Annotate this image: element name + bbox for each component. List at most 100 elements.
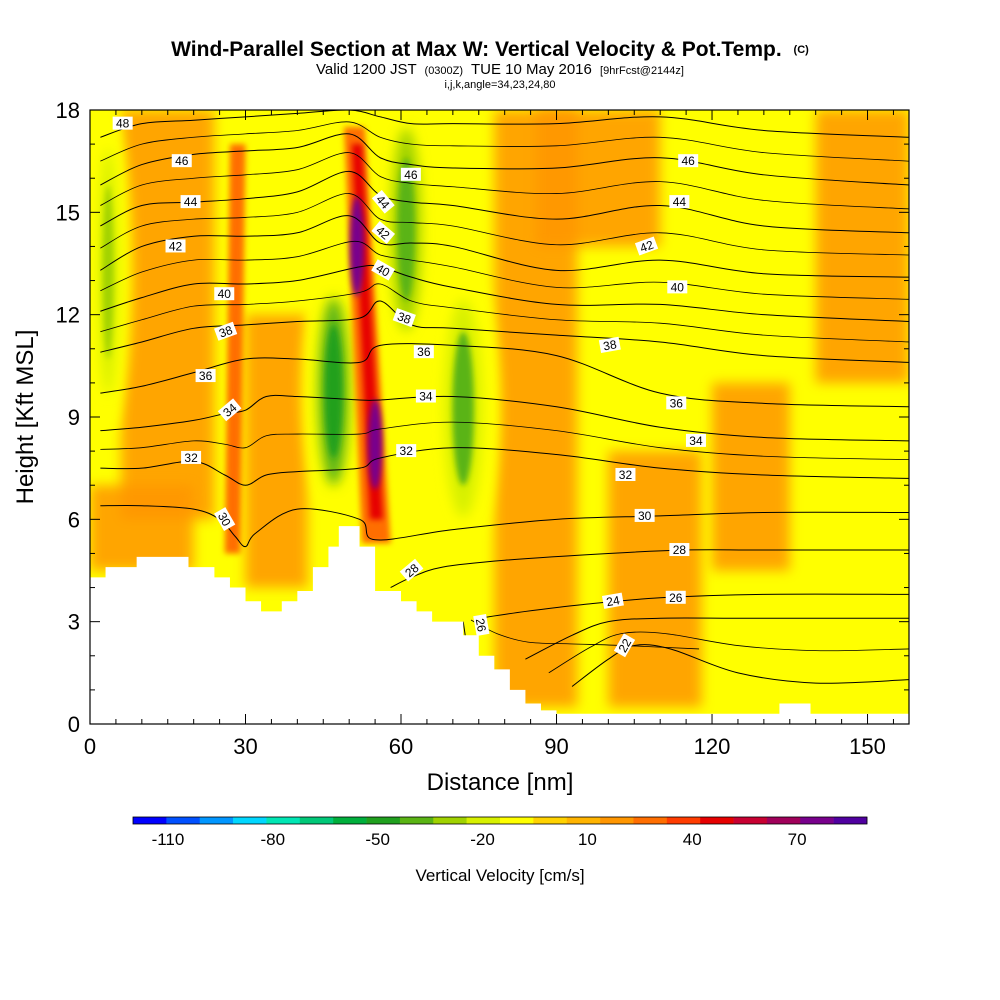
contour-label-bg — [415, 389, 436, 403]
theta-contour-minor — [548, 631, 909, 674]
colorbar-swatch — [766, 817, 801, 824]
theta-contour-24 — [525, 617, 909, 660]
contour-label-bg — [371, 221, 396, 244]
contour-label-bg — [667, 280, 688, 294]
contour-label-bg — [601, 592, 624, 609]
contour-label-text: 48 — [116, 117, 130, 131]
velocity-warm-patch — [712, 382, 790, 571]
contour-label-text: 22 — [616, 636, 635, 655]
colorbar-tick-label: 40 — [683, 830, 702, 849]
contour-label-bg — [413, 345, 434, 359]
contour-label: 32 — [396, 444, 417, 458]
colorbar-tick-label: -50 — [365, 830, 390, 849]
contour-labels: 48 46 44 42 40 38 36 34 32 30 46 44 42 40 38 36 34 32 28 26… — [112, 116, 706, 658]
colorbar-label: Vertical Velocity [cm/s] — [415, 866, 584, 885]
colorbar-swatch — [833, 817, 868, 824]
plot-area: 48 46 44 42 40 38 36 34 32 30 46 44 42 40 38 36 34 32 28 26… — [90, 110, 909, 724]
contour-label-bg — [685, 433, 706, 447]
colorbar-swatch — [399, 817, 434, 824]
colorbar-swatch — [266, 817, 301, 824]
contour-label-bg — [214, 321, 238, 341]
contour-label-bg — [678, 154, 699, 168]
contour-label-bg — [392, 308, 416, 328]
colorbar-swatch — [533, 817, 568, 824]
contour-label: 44 — [180, 195, 201, 209]
contour-label-text: 46 — [404, 168, 418, 182]
contour-label: 34 — [685, 433, 706, 448]
theta-contour-46 — [100, 133, 909, 186]
contour-label-text: 46 — [682, 154, 696, 168]
colorbar-swatch — [333, 817, 367, 824]
contour-label-bg — [171, 154, 192, 168]
contour-label: 42 — [634, 236, 659, 256]
theta-contour-26 — [478, 593, 909, 619]
contour-label: 44 — [371, 189, 395, 214]
contour-label-text: 46 — [175, 154, 189, 168]
svg-text:Wind-Parallel Section at Max W: Wind-Parallel Section at Max W: Vertical… — [171, 38, 809, 61]
contour-label-text: 34 — [419, 390, 433, 404]
contour-label-text: 38 — [217, 323, 235, 341]
contour-label: 44 — [669, 195, 690, 209]
downdraft-core — [452, 331, 474, 486]
contour-label: 38 — [214, 321, 238, 341]
contour-label-bg — [371, 189, 395, 214]
contour-label: 36 — [666, 396, 687, 410]
contour-label-bg — [613, 633, 636, 658]
theta-contour-minor — [100, 283, 909, 343]
chart-subtitle-forecast: [9hrFcst@2144z] — [600, 65, 684, 77]
contour-label: 42 — [371, 221, 396, 244]
y-tick-label: 9 — [68, 405, 80, 430]
contour-label-bg — [195, 369, 216, 383]
contour-label-text: 24 — [605, 593, 621, 609]
contour-label-text: 26 — [473, 617, 489, 633]
velocity-updraft-streak — [224, 144, 246, 554]
contour-label: 36 — [413, 345, 434, 359]
colorbar-swatch — [500, 817, 534, 824]
contour-label: 34 — [217, 398, 242, 422]
contour-label-bg — [181, 450, 202, 464]
theta-contour-minor — [100, 240, 909, 300]
theta-contour-32 — [100, 447, 909, 486]
colorbar-swatch — [700, 817, 734, 824]
contour-label-text: 36 — [417, 345, 431, 359]
contour-label: 32 — [615, 467, 636, 482]
contour-label-bg — [371, 259, 396, 281]
theta-contour-40 — [100, 264, 909, 322]
contour-label-bg — [669, 543, 690, 557]
contour-label-bg — [214, 507, 236, 531]
colorbar-swatch — [633, 817, 668, 824]
contour-label-text: 32 — [184, 451, 198, 465]
contour-label-bg — [598, 336, 621, 354]
theta-contour-44 — [100, 170, 909, 234]
downdraft-core — [397, 157, 415, 302]
colorbar-swatch — [466, 817, 501, 824]
theta-contour-28 — [390, 549, 909, 589]
contour-label-text: 36 — [670, 396, 684, 410]
contour-label: 26 — [665, 590, 686, 605]
velocity-warm-patch — [535, 110, 661, 247]
contour-label: 32 — [181, 450, 202, 465]
colorbar-swatch — [166, 817, 201, 824]
colorbar-tick-label: 70 — [788, 830, 807, 849]
y-tick-label: 0 — [68, 712, 80, 737]
downdraft-core — [102, 185, 114, 360]
colorbar-swatch — [600, 817, 634, 824]
theta-contour-36 — [100, 343, 909, 408]
contour-label-text: 32 — [400, 444, 414, 458]
colorbar-swatch — [366, 817, 401, 824]
x-tick-label: 120 — [694, 734, 731, 759]
svg-text:Valid 1200 JST (0300Z): Valid 1200 JST (0300Z) TUE 10 May 2016 [… — [316, 61, 684, 78]
contour-label: 30 — [634, 508, 655, 523]
downdraft-core — [325, 324, 343, 458]
colorbar-swatch — [133, 817, 167, 824]
theta-contours — [100, 110, 909, 704]
contour-label: 40 — [214, 287, 235, 301]
contour-label-bg — [400, 167, 421, 181]
contour-label: 36 — [195, 369, 216, 383]
y-tick-label: 15 — [56, 200, 80, 225]
y-tick-label: 18 — [56, 98, 80, 123]
colorbar-tick-label: -80 — [261, 830, 286, 849]
contour-label: 34 — [415, 389, 436, 404]
y-tick-label: 3 — [68, 610, 80, 635]
